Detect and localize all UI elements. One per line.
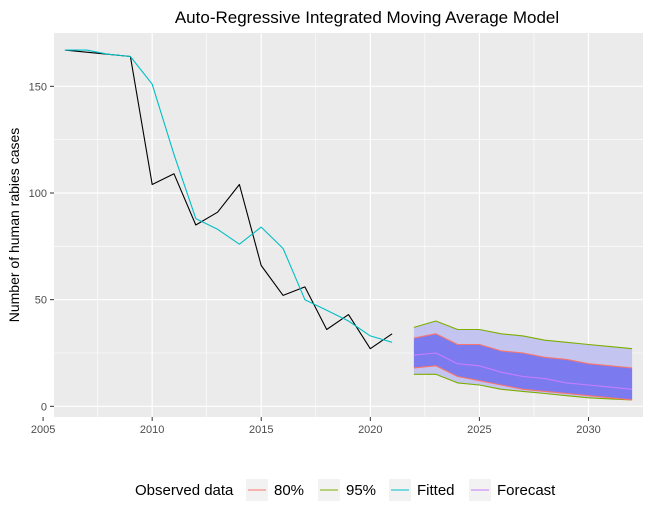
- major-gridlines: [42, 33, 643, 417]
- y-tick-label: 150: [29, 81, 47, 93]
- lower-80-line: [413, 365, 633, 401]
- chart-title: Auto-Regressive Integrated Moving Averag…: [175, 8, 559, 27]
- forecast-line: [413, 352, 633, 390]
- x-tick-label: 2025: [467, 424, 491, 436]
- y-tick-label: 100: [29, 188, 47, 200]
- y-axis-title: Number of human rabies cases: [6, 128, 22, 323]
- upper-95-line: [413, 320, 633, 350]
- legend-label: Fitted: [417, 482, 455, 499]
- x-tick-label: 2005: [31, 424, 55, 436]
- x-tick-label: 2010: [140, 424, 164, 436]
- legend-title: Observed data: [135, 482, 234, 499]
- legend-label: 95%: [346, 482, 376, 499]
- fitted-line: [64, 49, 393, 343]
- upper-80-line: [413, 333, 633, 369]
- series-lines: [64, 49, 633, 401]
- x-tick-label: 2020: [358, 424, 382, 436]
- axes: 2005 2010 2015 2020 2025 2030 0 50 100 150: [29, 81, 601, 436]
- legend-label: Forecast: [497, 482, 556, 499]
- forecast-bands: [413, 321, 633, 400]
- y-tick-label: 0: [41, 401, 47, 413]
- band-80: [413, 333, 633, 400]
- legend: Observed data 80% 95% Fitted Forecast: [135, 479, 556, 501]
- y-tick-label: 50: [35, 295, 47, 307]
- legend-label: 80%: [274, 482, 304, 499]
- lower-95-line: [413, 373, 633, 401]
- x-tick-label: 2030: [576, 424, 600, 436]
- x-tick-label: 2015: [249, 424, 273, 436]
